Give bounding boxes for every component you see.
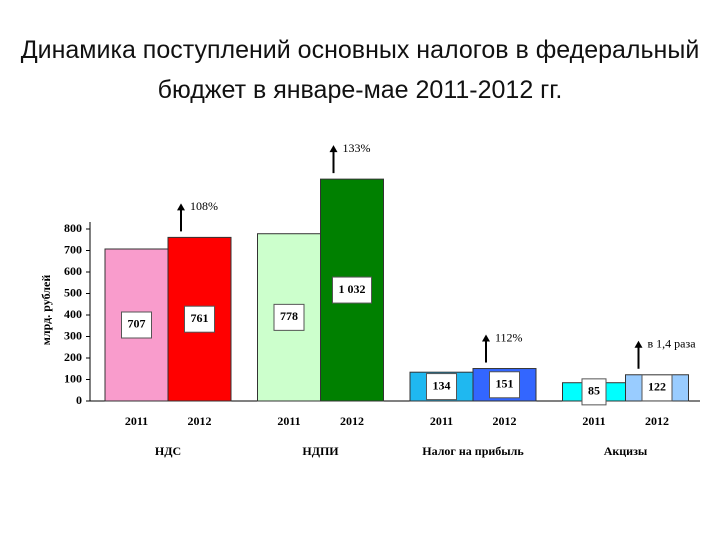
- value-label: 778: [280, 309, 298, 323]
- y-axis-label: млрд. рублей: [39, 275, 53, 346]
- value-label-box: [273, 303, 305, 331]
- chart-title: Динамика поступлений основных налогов в …: [20, 36, 700, 104]
- value-label: 761: [191, 311, 209, 325]
- x-tick-label: 2011: [125, 414, 148, 428]
- x-tick-label: 2011: [582, 414, 605, 428]
- category-label: Налог на прибыль: [422, 444, 524, 458]
- y-tick-label: 0: [76, 393, 82, 407]
- value-label: 707: [128, 317, 146, 331]
- value-label: 134: [433, 378, 451, 392]
- annotation-arrowhead: [482, 334, 490, 342]
- y-tick-label: 800: [64, 221, 82, 235]
- annotation: в 1,4 раза: [648, 337, 697, 351]
- annotation-arrowhead: [177, 203, 185, 211]
- value-label: 1 032: [339, 282, 366, 296]
- value-label: 122: [648, 380, 666, 394]
- y-tick-label: 300: [64, 328, 82, 342]
- value-label-box: [121, 311, 152, 339]
- x-tick-label: 2012: [340, 414, 364, 428]
- x-tick-label: 2011: [430, 414, 453, 428]
- x-tick-label: 2012: [188, 414, 212, 428]
- value-label-box: [581, 378, 607, 406]
- category-label: НДС: [155, 444, 181, 458]
- value-label-box: [332, 276, 372, 304]
- value-label-box: [489, 371, 520, 399]
- annotation: 133%: [343, 141, 371, 155]
- value-label-box: [641, 374, 673, 402]
- x-tick-label: 2012: [645, 414, 669, 428]
- category-label: НДПИ: [302, 444, 339, 458]
- x-tick-label: 2012: [493, 414, 517, 428]
- annotation: 112%: [495, 330, 523, 344]
- value-label-box: [426, 373, 457, 401]
- value-label: 151: [496, 377, 514, 391]
- annotation-arrowhead: [329, 145, 338, 153]
- annotation: 108%: [190, 199, 218, 213]
- value-label: 85: [588, 384, 600, 398]
- y-tick-label: 100: [64, 371, 82, 385]
- annotation-arrowhead: [634, 340, 643, 348]
- x-tick-label: 2011: [277, 414, 300, 428]
- value-label-box: [184, 305, 215, 333]
- category-label: Акцизы: [604, 444, 648, 458]
- y-tick-label: 400: [64, 307, 82, 321]
- y-tick-label: 700: [64, 242, 82, 256]
- y-tick-label: 600: [64, 264, 82, 278]
- y-tick-label: 500: [64, 285, 82, 299]
- y-tick-label: 200: [64, 350, 82, 364]
